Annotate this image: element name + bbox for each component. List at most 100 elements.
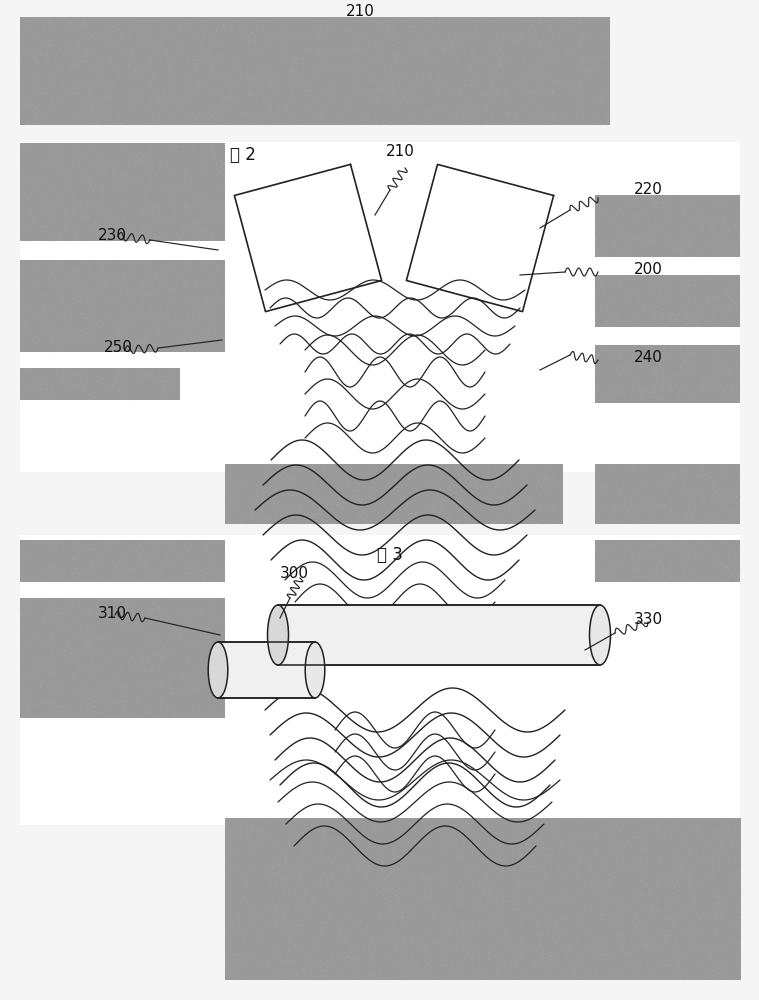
Point — [678, 341, 690, 357]
Point — [258, 459, 270, 475]
Point — [415, 45, 427, 61]
Point — [672, 488, 684, 504]
Point — [55, 656, 67, 672]
Point — [66, 221, 78, 237]
Point — [97, 385, 109, 401]
Point — [113, 619, 125, 635]
Point — [692, 267, 704, 283]
Point — [586, 882, 598, 898]
Point — [303, 925, 315, 941]
Point — [194, 52, 206, 68]
Point — [323, 31, 335, 47]
Point — [384, 72, 396, 88]
Point — [544, 879, 556, 895]
Point — [348, 826, 361, 842]
Point — [62, 220, 74, 236]
Point — [603, 868, 616, 884]
Point — [236, 858, 248, 874]
Point — [172, 328, 184, 344]
Point — [213, 284, 225, 300]
Point — [508, 865, 520, 881]
Point — [680, 306, 692, 322]
Point — [649, 384, 661, 400]
Point — [483, 931, 496, 947]
Point — [707, 920, 720, 936]
Point — [333, 108, 345, 124]
Point — [613, 820, 625, 836]
Point — [399, 29, 411, 45]
Point — [209, 287, 222, 303]
Point — [520, 906, 532, 922]
Point — [90, 197, 102, 213]
Point — [128, 538, 140, 554]
Point — [389, 47, 401, 63]
Point — [601, 230, 613, 246]
Point — [593, 819, 605, 835]
Point — [87, 267, 99, 283]
Point — [149, 41, 161, 57]
Point — [101, 213, 113, 229]
Point — [453, 966, 465, 982]
Point — [121, 114, 133, 130]
Point — [107, 569, 119, 585]
Point — [333, 928, 345, 944]
Point — [169, 104, 181, 120]
Point — [140, 662, 153, 678]
Point — [335, 853, 347, 869]
Point — [91, 569, 103, 585]
Point — [29, 618, 41, 634]
Point — [264, 97, 276, 113]
Point — [247, 96, 259, 112]
Point — [251, 510, 263, 526]
Point — [471, 100, 483, 116]
Point — [282, 918, 294, 934]
Point — [679, 191, 691, 207]
Point — [678, 486, 690, 502]
Point — [604, 831, 616, 847]
Point — [453, 500, 465, 516]
Point — [32, 628, 44, 644]
Point — [644, 487, 656, 503]
Point — [595, 846, 607, 862]
Point — [465, 931, 477, 947]
Point — [43, 269, 55, 285]
Point — [726, 892, 739, 908]
Point — [693, 902, 705, 918]
Point — [488, 897, 500, 913]
Point — [210, 167, 222, 183]
Point — [619, 465, 631, 481]
Point — [30, 158, 42, 174]
Point — [250, 59, 262, 75]
Point — [70, 141, 82, 157]
Point — [504, 22, 516, 38]
Point — [95, 544, 107, 560]
Point — [90, 76, 102, 92]
Point — [437, 963, 449, 979]
Point — [374, 964, 386, 980]
Point — [124, 199, 136, 215]
Point — [610, 351, 622, 367]
Point — [51, 538, 63, 554]
Point — [683, 811, 695, 827]
Point — [552, 87, 564, 103]
Point — [172, 184, 184, 200]
Point — [411, 89, 423, 105]
Point — [467, 106, 479, 122]
Point — [732, 566, 744, 582]
Point — [272, 500, 284, 516]
Point — [261, 10, 273, 26]
Point — [474, 78, 486, 94]
Point — [112, 106, 124, 122]
Point — [545, 878, 557, 894]
Point — [110, 682, 122, 698]
Point — [206, 546, 218, 562]
Point — [191, 303, 203, 319]
Point — [647, 852, 660, 868]
Point — [82, 187, 94, 203]
Point — [74, 536, 86, 552]
Point — [709, 568, 721, 584]
Point — [731, 222, 743, 238]
Point — [604, 565, 616, 581]
Point — [694, 542, 707, 558]
Point — [46, 642, 58, 658]
